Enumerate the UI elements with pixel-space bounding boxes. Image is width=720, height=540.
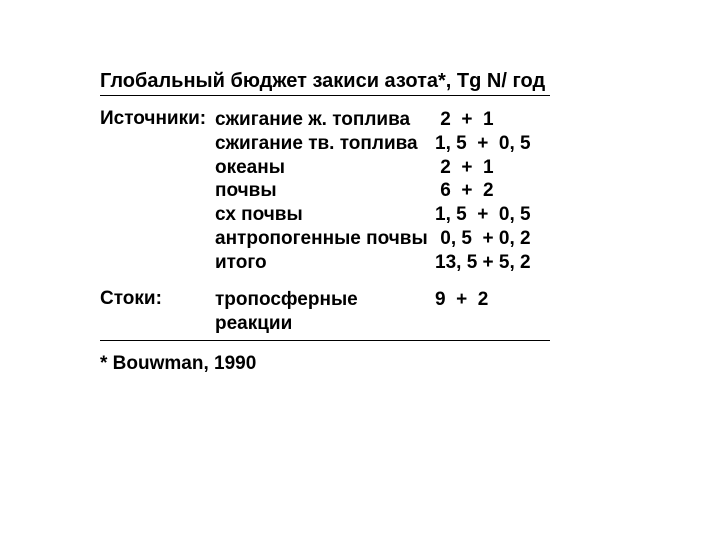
item-value: 1, 5 + 0, 5 (435, 203, 531, 227)
sources-label: Источники: (100, 108, 215, 130)
item-value: 2 + 1 (435, 156, 494, 180)
sources-items: сжигание ж. топлива 2 + 1 сжигание тв. т… (215, 108, 435, 274)
table-row: океаны 2 + 1 (215, 156, 435, 180)
table-row: сх почвы 1, 5 + 0, 5 (215, 203, 435, 227)
item-value: 9 + 2 (435, 288, 488, 336)
rule-top (100, 95, 550, 96)
item-label: почвы (215, 179, 435, 203)
table-row: сжигание ж. топлива 2 + 1 (215, 108, 435, 132)
item-label: океаны (215, 156, 435, 180)
sinks-items: тропосферные реакции 9 + 2 (215, 288, 435, 336)
table-row: тропосферные реакции 9 + 2 (215, 288, 435, 336)
table-row: антропогенные почвы 0, 5 + 0, 2 (215, 227, 435, 251)
rule-bottom (100, 340, 550, 341)
slide: Глобальный бюджет закиси азота*, Тg N/ г… (0, 0, 720, 375)
sources-block: Источники: сжигание ж. топлива 2 + 1 сжи… (100, 108, 630, 274)
item-label: сх почвы (215, 203, 435, 227)
footnote: * Bouwman, 1990 (100, 353, 630, 375)
table-row: сжигание тв. топлива 1, 5 + 0, 5 (215, 132, 435, 156)
title: Глобальный бюджет закиси азота*, Тg N/ г… (100, 70, 630, 93)
item-label: итого (215, 251, 435, 275)
sinks-block: Стоки: тропосферные реакции 9 + 2 (100, 288, 630, 336)
item-value: 0, 5 + 0, 2 (435, 227, 531, 251)
item-value: 1, 5 + 0, 5 (435, 132, 531, 156)
table-row: почвы 6 + 2 (215, 179, 435, 203)
table-row: итого 13, 5 + 5, 2 (215, 251, 435, 275)
item-value: 13, 5 + 5, 2 (435, 251, 531, 275)
item-value: 6 + 2 (435, 179, 494, 203)
sinks-label: Стоки: (100, 288, 215, 310)
item-label: антропогенные почвы (215, 227, 435, 251)
item-value: 2 + 1 (435, 108, 494, 132)
item-label: сжигание тв. топлива (215, 132, 435, 156)
item-label: тропосферные реакции (215, 288, 435, 336)
item-label: сжигание ж. топлива (215, 108, 435, 132)
